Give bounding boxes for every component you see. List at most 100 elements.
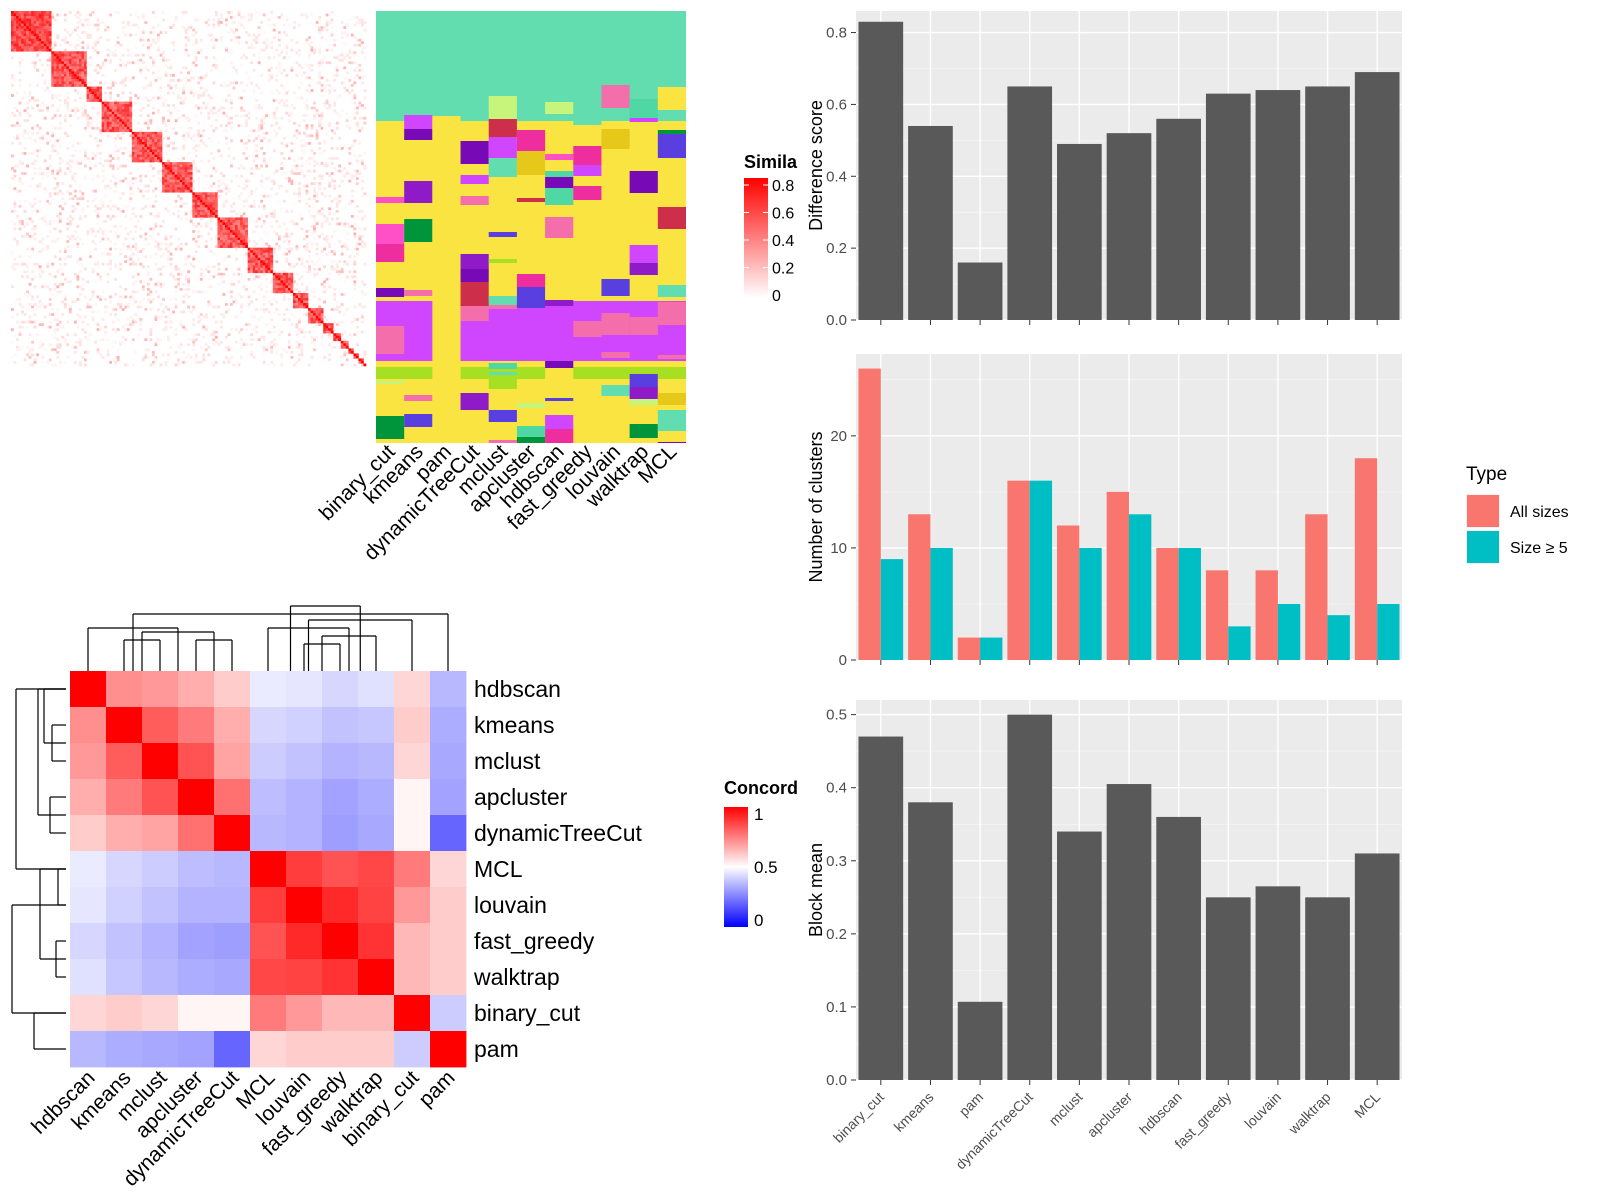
similarity-cell bbox=[63, 56, 67, 60]
similarity-cell bbox=[109, 164, 113, 168]
similarity-cell bbox=[247, 46, 251, 50]
similarity-cell bbox=[114, 109, 118, 113]
similarity-cell bbox=[318, 209, 321, 213]
similarity-cell bbox=[219, 242, 223, 246]
similarity-cell bbox=[363, 245, 367, 248]
similarity-cell bbox=[146, 104, 150, 107]
similarity-cell bbox=[149, 159, 153, 163]
similarity-cell bbox=[21, 325, 24, 329]
similarity-cell bbox=[250, 172, 254, 175]
similarity-cell bbox=[84, 315, 87, 319]
similarity-cell bbox=[21, 305, 24, 309]
similarity-cell bbox=[84, 154, 87, 158]
similarity-cell bbox=[53, 177, 57, 180]
similarity-cell bbox=[270, 250, 274, 254]
similarity-cell bbox=[48, 26, 52, 29]
similarity-cell bbox=[21, 151, 24, 155]
similarity-cell bbox=[58, 66, 62, 70]
similarity-cell bbox=[174, 290, 178, 294]
similarity-cell bbox=[136, 96, 140, 100]
similarity-cell bbox=[43, 43, 47, 47]
similarity-cell bbox=[313, 222, 316, 226]
similarity-cell bbox=[76, 275, 80, 279]
similarity-cell bbox=[109, 111, 113, 115]
similarity-cell bbox=[308, 53, 311, 57]
similarity-cell bbox=[46, 26, 50, 29]
similarity-cell bbox=[187, 126, 191, 130]
similarity-cell bbox=[159, 338, 163, 342]
similarity-cell bbox=[141, 144, 145, 148]
similarity-cell bbox=[252, 315, 256, 319]
similarity-cell bbox=[109, 154, 113, 158]
similarity-cell bbox=[310, 149, 314, 153]
similarity-cell bbox=[76, 16, 80, 19]
similarity-cell bbox=[335, 270, 339, 274]
similarity-cell bbox=[204, 313, 208, 316]
similarity-cell bbox=[41, 172, 45, 175]
similarity-cell bbox=[353, 141, 357, 145]
similarity-cell bbox=[323, 300, 327, 304]
similarity-cell bbox=[340, 169, 344, 173]
similarity-cell bbox=[310, 124, 314, 128]
similarity-cell bbox=[300, 353, 304, 357]
similarity-cell bbox=[41, 134, 45, 138]
similarity-cell bbox=[345, 111, 349, 115]
similarity-cell bbox=[214, 202, 218, 206]
similarity-cell bbox=[78, 237, 82, 241]
similarity-cell bbox=[222, 250, 226, 254]
similarity-cell bbox=[255, 250, 259, 254]
similarity-cell bbox=[245, 328, 248, 332]
similarity-cell bbox=[260, 146, 264, 150]
similarity-cell bbox=[187, 280, 191, 284]
similarity-cell bbox=[167, 197, 170, 201]
similarity-cell bbox=[227, 235, 231, 238]
similarity-cell bbox=[348, 61, 352, 65]
similarity-cell bbox=[242, 232, 246, 236]
similarity-cell bbox=[73, 300, 77, 304]
similarity-cell bbox=[28, 292, 32, 296]
similarity-cell bbox=[159, 282, 163, 286]
similarity-cell bbox=[33, 26, 37, 29]
similarity-cell bbox=[242, 182, 246, 186]
similarity-cell bbox=[247, 303, 251, 306]
similarity-cell bbox=[129, 106, 133, 110]
similarity-cell bbox=[204, 204, 208, 208]
similarity-cell bbox=[76, 242, 80, 246]
similarity-cell bbox=[114, 136, 118, 140]
similarity-cell bbox=[197, 315, 201, 319]
similarity-cell bbox=[11, 18, 14, 22]
similarity-cell bbox=[225, 18, 228, 22]
similarity-cell bbox=[33, 303, 37, 306]
similarity-cell bbox=[285, 280, 289, 284]
similarity-cell bbox=[197, 106, 201, 110]
similarity-cell bbox=[318, 73, 321, 77]
similarity-cell bbox=[33, 172, 37, 175]
similarity-cell bbox=[36, 33, 39, 37]
similarity-cell bbox=[111, 308, 115, 311]
similarity-cell bbox=[46, 131, 50, 135]
similarity-cell bbox=[363, 28, 367, 32]
similarity-cell bbox=[275, 109, 279, 113]
similarity-cell bbox=[295, 272, 299, 276]
similarity-cell bbox=[345, 275, 349, 279]
similarity-cell bbox=[51, 146, 55, 150]
similarity-cell bbox=[78, 53, 82, 57]
similarity-cell bbox=[315, 81, 319, 85]
similarity-cell bbox=[197, 121, 201, 125]
similarity-cell bbox=[310, 13, 314, 17]
similarity-cell bbox=[146, 272, 150, 276]
similarity-cell bbox=[99, 109, 102, 113]
similarity-cell bbox=[295, 73, 299, 77]
similarity-cell bbox=[272, 172, 276, 175]
similarity-cell bbox=[43, 36, 47, 39]
similarity-cell bbox=[131, 144, 135, 148]
similarity-cell bbox=[328, 343, 332, 347]
similarity-cell bbox=[162, 179, 165, 183]
similarity-cell bbox=[63, 338, 67, 342]
similarity-cell bbox=[320, 26, 324, 29]
similarity-cell bbox=[111, 126, 115, 130]
similarity-cell bbox=[106, 204, 110, 208]
similarity-cell bbox=[282, 199, 286, 203]
similarity-cell bbox=[111, 189, 115, 193]
similarity-cell bbox=[91, 91, 95, 95]
